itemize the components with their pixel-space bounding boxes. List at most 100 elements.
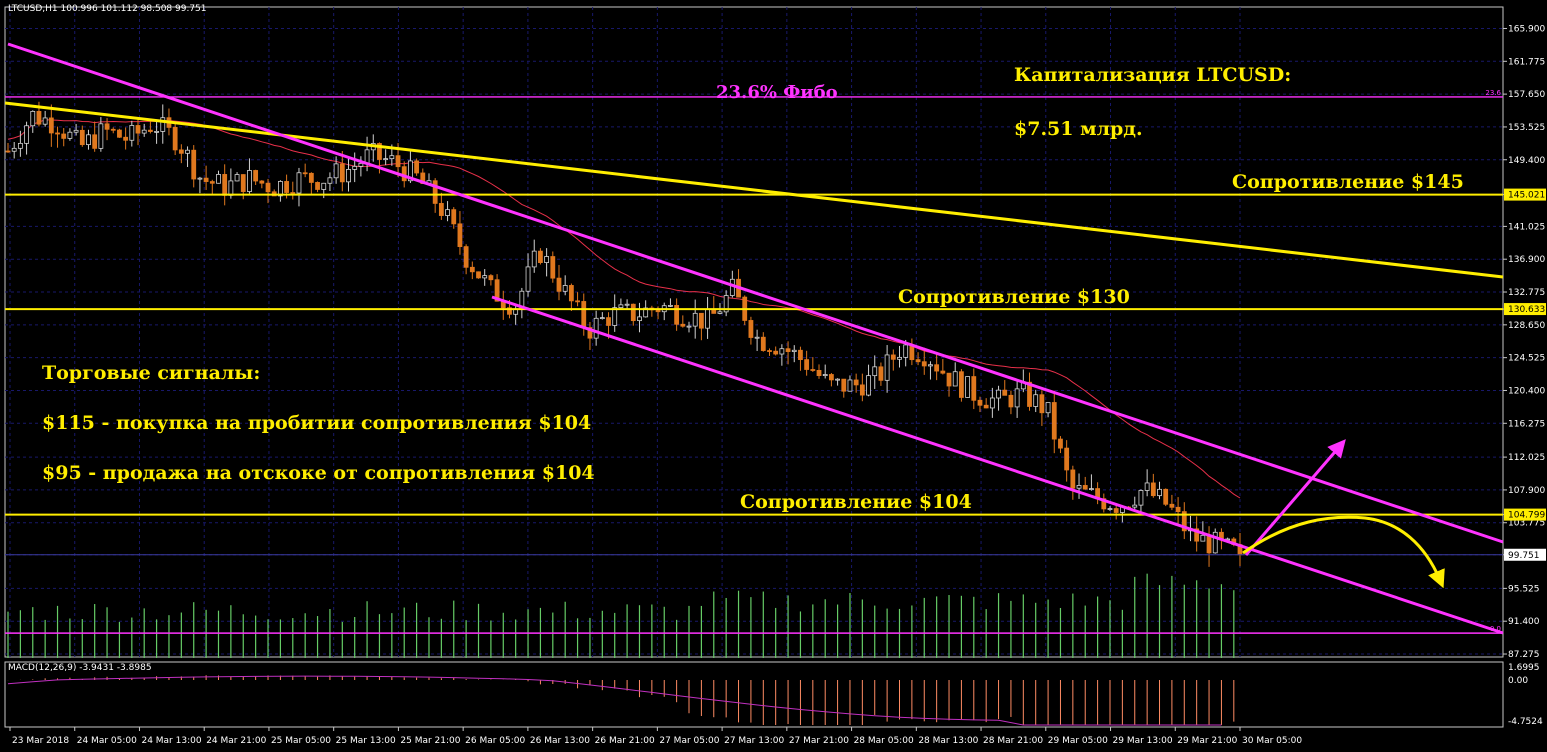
price-tick-label: 153.525 (1508, 123, 1545, 133)
price-tick-label: 136.900 (1508, 255, 1545, 265)
macd-scale-label: -4.7524 (1508, 717, 1543, 727)
candle-body (729, 278, 735, 296)
candle-body (538, 250, 543, 263)
candle-body (822, 374, 828, 376)
candle-body (1206, 534, 1212, 554)
time-tick-label: 28 Mar 21:00 (983, 736, 1043, 746)
candle-body (203, 177, 209, 182)
candle-body (587, 327, 593, 339)
candle-body (575, 300, 580, 303)
price-tick-label: 128.650 (1508, 321, 1545, 331)
candle-body (921, 361, 927, 367)
time-tick-label: 25 Mar 21:00 (400, 736, 460, 746)
candle-body (643, 307, 649, 318)
candle-body (61, 133, 67, 139)
candle-body (1002, 389, 1008, 396)
candle-body (1132, 504, 1138, 508)
level-axis-box (1504, 508, 1546, 521)
candle-body (315, 182, 320, 190)
candle-body (160, 117, 166, 132)
candles (5, 101, 1243, 567)
candle-body (1157, 488, 1162, 497)
candle-body (959, 371, 964, 398)
candle-body (352, 165, 358, 170)
candle-body (872, 366, 878, 377)
price-tick-label: 141.025 (1508, 222, 1545, 232)
candle-body (321, 182, 327, 190)
candle-body (692, 312, 698, 327)
time-tick-label: 27 Mar 21:00 (789, 736, 849, 746)
candle-body (383, 158, 389, 161)
candle-body (48, 117, 54, 134)
candle-body (1082, 485, 1088, 490)
candle-body (754, 336, 760, 339)
trend-lines: 23.60.0 (4, 42, 1504, 635)
fibo-label: 23.6% Фибо (716, 82, 838, 103)
candle-body (1033, 394, 1039, 407)
candle-body (463, 246, 469, 268)
price-axis: 165.900 161.775 157.650 153.525 149.400 145.0… (1503, 24, 1546, 727)
candle-body (389, 155, 395, 160)
time-tick-label: 27 Mar 05:00 (659, 736, 719, 746)
time-tick-label: 25 Mar 13:00 (336, 736, 396, 746)
time-tick-label: 26 Mar 21:00 (595, 736, 655, 746)
candle-body (104, 123, 110, 130)
candle-body (686, 325, 692, 328)
candle-body (408, 160, 413, 182)
candle-body (717, 311, 723, 314)
candle-body (469, 266, 475, 273)
candle-body (507, 307, 512, 315)
candle-body (853, 379, 859, 386)
candle-body (1181, 511, 1187, 532)
price-tick-label: 107.900 (1508, 486, 1545, 496)
candle-body (358, 162, 364, 167)
candle-body (859, 384, 865, 396)
time-tick-label: 29 Mar 13:00 (1113, 736, 1173, 746)
candle-body (445, 209, 450, 216)
candle-body (668, 305, 673, 307)
candle-body (55, 132, 60, 135)
price-tick-label: 95.525 (1508, 584, 1540, 594)
candle-body (1113, 508, 1119, 513)
candle-body (123, 136, 129, 141)
candle-body (494, 279, 500, 302)
candle-body (674, 305, 680, 325)
candle-body (637, 316, 642, 322)
time-tick-label: 24 Mar 21:00 (206, 736, 266, 746)
candle-body (618, 304, 624, 309)
cap-title: Капитализация LTCUSD: (1014, 64, 1292, 86)
res145-label: Сопротивление $145 (1232, 171, 1464, 193)
candle-body (346, 169, 351, 183)
cap-value: $7.51 млрд. (1014, 118, 1143, 140)
candle-body (451, 209, 457, 225)
level-tag: 23.6 (1485, 89, 1501, 97)
candle-body (983, 404, 989, 409)
time-tick-label: 26 Mar 05:00 (465, 736, 525, 746)
res130-label: Сопротивление $130 (898, 286, 1130, 308)
candle-body (247, 170, 252, 192)
candle-body (841, 378, 847, 392)
price-tick-label: 112.025 (1508, 453, 1545, 463)
price-tick-label: 157.650 (1508, 90, 1545, 100)
candle-body (228, 180, 234, 196)
time-axis: 23 Mar 2018 24 Mar 05:00 24 Mar 13:00 24 Ma… (9, 727, 1302, 746)
candle-body (531, 250, 537, 268)
price-tick-label: 149.400 (1508, 156, 1545, 166)
buy-arrow (1244, 439, 1346, 556)
level-axis-label: 145.021 (1508, 191, 1545, 201)
candle-body (878, 366, 884, 381)
level-axis-label: 130.633 (1508, 305, 1545, 315)
time-tick-label: 28 Mar 05:00 (854, 736, 914, 746)
candle-body (476, 271, 481, 279)
candle-body (333, 163, 339, 179)
candle-body (785, 348, 791, 352)
candle-body (1089, 488, 1094, 490)
candle-body (154, 131, 159, 133)
candle-body (698, 312, 704, 329)
candle-body (488, 275, 494, 281)
candle-body (129, 125, 135, 141)
candle-body (630, 303, 636, 322)
main-panel-frame (4, 6, 1504, 658)
candle-body (401, 166, 407, 182)
